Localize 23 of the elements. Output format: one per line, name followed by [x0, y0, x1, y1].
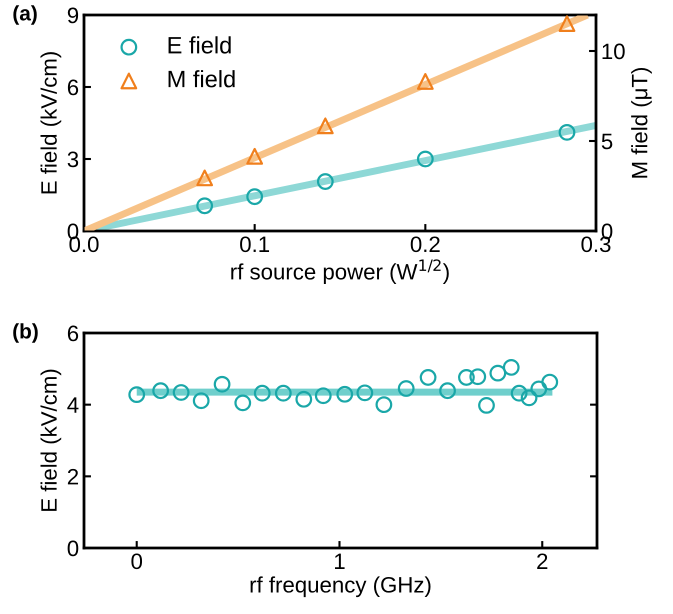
y-tick-label: 2 — [68, 468, 78, 484]
legend-label: M field — [168, 70, 235, 88]
y2-tick-label: 10 — [602, 44, 625, 60]
y-tick-label: 9 — [68, 8, 78, 24]
chart-title: (b) — [13, 323, 38, 343]
x-axis-title: rf source power (W$^{1/2}$) — [231, 259, 449, 284]
y-axis-title: E field (kV/cm) — [40, 52, 62, 194]
x-tick-label: 1 — [335, 554, 345, 569]
x-axis-title: rf frequency (GHz) — [250, 576, 431, 598]
x-tick-label: 0.2 — [410, 236, 440, 252]
legend-label: E field — [168, 36, 231, 54]
y2-tick-label: 5 — [602, 134, 612, 150]
y-tick-label: 3 — [68, 152, 78, 168]
y2-axis-title: M field (μT) — [631, 68, 652, 178]
y-tick-label: 6 — [68, 80, 78, 96]
x-tick-label: 0.1 — [240, 236, 270, 252]
x-tick-label: 2 — [537, 553, 548, 569]
y-tick-label: 6 — [68, 326, 78, 342]
x-tick-label: 0 — [131, 553, 142, 570]
y-axis-title: E field (kV/cm) — [40, 370, 62, 511]
y-tick-label: 4 — [67, 397, 78, 413]
chart-title: (a) — [13, 5, 37, 25]
y-tick-label: 0 — [68, 540, 78, 556]
